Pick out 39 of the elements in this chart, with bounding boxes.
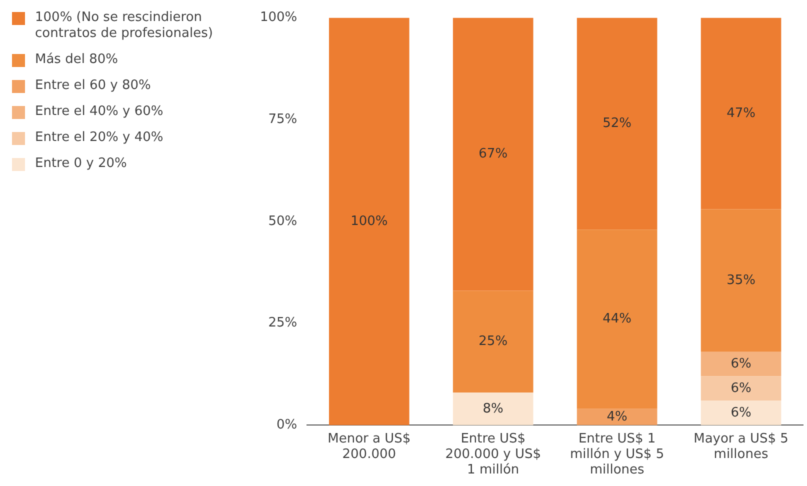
- x-tick-label: Mayor a US$ 5 millones: [694, 431, 788, 462]
- data-label: 6%: [730, 356, 752, 372]
- legend-label: Entre el 40% y 60%: [35, 104, 164, 120]
- bar: [700, 209, 782, 352]
- bar: [700, 376, 782, 401]
- data-label: 47%: [726, 106, 756, 121]
- y-tick-label: 75%: [268, 112, 298, 128]
- x-tick-label: Entre US$ 200.000 y US$ 1 millón: [445, 431, 541, 478]
- x-tick-label: Entre US$ 1 millón y US$ 5 millones: [570, 431, 664, 478]
- bar: [452, 18, 534, 291]
- y-tick-label: 0%: [276, 418, 298, 433]
- y-tick-label: 100%: [260, 10, 298, 26]
- y-tick-label: 25%: [268, 316, 298, 331]
- bar: [328, 18, 410, 426]
- bar: [452, 392, 534, 426]
- legend-label: Entre el 60 y 80%: [35, 78, 151, 94]
- x-tick-label: Menor a US$ 200.000: [328, 431, 411, 462]
- data-label: 6%: [730, 405, 752, 420]
- legend-label: Más del 80%: [35, 52, 118, 68]
- data-label: 35%: [726, 272, 756, 288]
- data-label: 44%: [602, 312, 632, 327]
- bar: [576, 230, 658, 409]
- bar: [700, 400, 782, 426]
- data-label: 25%: [478, 334, 508, 350]
- bar: [452, 290, 534, 393]
- bar: [576, 408, 658, 426]
- legend-label: 100% (No se rescindieron contratos de profesionales): [35, 10, 214, 42]
- data-label: 4%: [606, 409, 628, 424]
- data-label: 8%: [482, 401, 504, 416]
- legend-label: Entre el 20% y 40%: [35, 130, 164, 146]
- y-tick-label: 50%: [268, 214, 298, 229]
- bar: [576, 18, 658, 230]
- bar: [700, 352, 782, 376]
- legend-label: Entre 0 y 20%: [35, 156, 127, 172]
- data-label: 100%: [350, 214, 388, 229]
- data-label: 67%: [478, 146, 508, 162]
- data-label: 6%: [730, 380, 752, 396]
- data-label: 52%: [602, 116, 632, 132]
- bar: [700, 18, 782, 210]
